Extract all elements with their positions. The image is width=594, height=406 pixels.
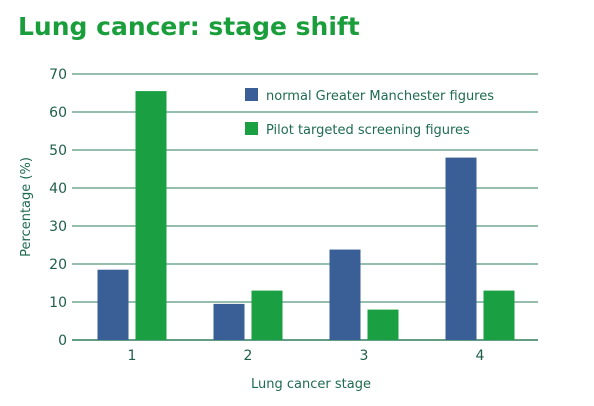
x-tick-label: 4 bbox=[476, 348, 485, 364]
chart-title: Lung cancer: stage shift bbox=[18, 12, 360, 41]
x-tick-label: 3 bbox=[360, 348, 369, 364]
x-tick-labels: 1 2 3 4 bbox=[128, 348, 485, 364]
bar-series1-stage-2 bbox=[213, 303, 245, 340]
y-tick-label: 50 bbox=[49, 143, 67, 159]
y-tick-labels: 0 10 20 30 40 50 60 70 bbox=[49, 67, 67, 349]
legend-label-series1: normal Greater Manchester figures bbox=[266, 89, 494, 104]
y-tick-label: 70 bbox=[49, 67, 67, 83]
bar-series2-stage-4 bbox=[483, 290, 515, 340]
y-tick-label: 40 bbox=[49, 181, 67, 197]
y-tick-label: 20 bbox=[49, 257, 67, 273]
x-axis-title: Lung cancer stage bbox=[251, 377, 371, 392]
bars bbox=[97, 91, 515, 340]
y-tick-label: 30 bbox=[49, 219, 67, 235]
bar-series1-stage-3 bbox=[329, 249, 361, 340]
legend-swatch-series1 bbox=[245, 88, 258, 101]
legend: normal Greater Manchester figures Pilot … bbox=[245, 88, 494, 138]
legend-swatch-series2 bbox=[245, 122, 258, 135]
x-tick-label: 1 bbox=[128, 348, 137, 364]
y-tick-label: 0 bbox=[58, 333, 67, 349]
bar-series1-stage-1 bbox=[97, 269, 129, 340]
legend-label-series2: Pilot targeted screening figures bbox=[266, 123, 470, 138]
y-axis-title: Percentage (%) bbox=[19, 157, 34, 257]
y-tick-label: 60 bbox=[49, 105, 67, 121]
bar-series2-stage-1 bbox=[135, 91, 167, 340]
bar-series2-stage-2 bbox=[251, 290, 283, 340]
bar-series2-stage-3 bbox=[367, 309, 399, 340]
bar-series1-stage-4 bbox=[445, 157, 477, 340]
x-tick-label: 2 bbox=[244, 348, 253, 364]
y-tick-label: 10 bbox=[49, 295, 67, 311]
